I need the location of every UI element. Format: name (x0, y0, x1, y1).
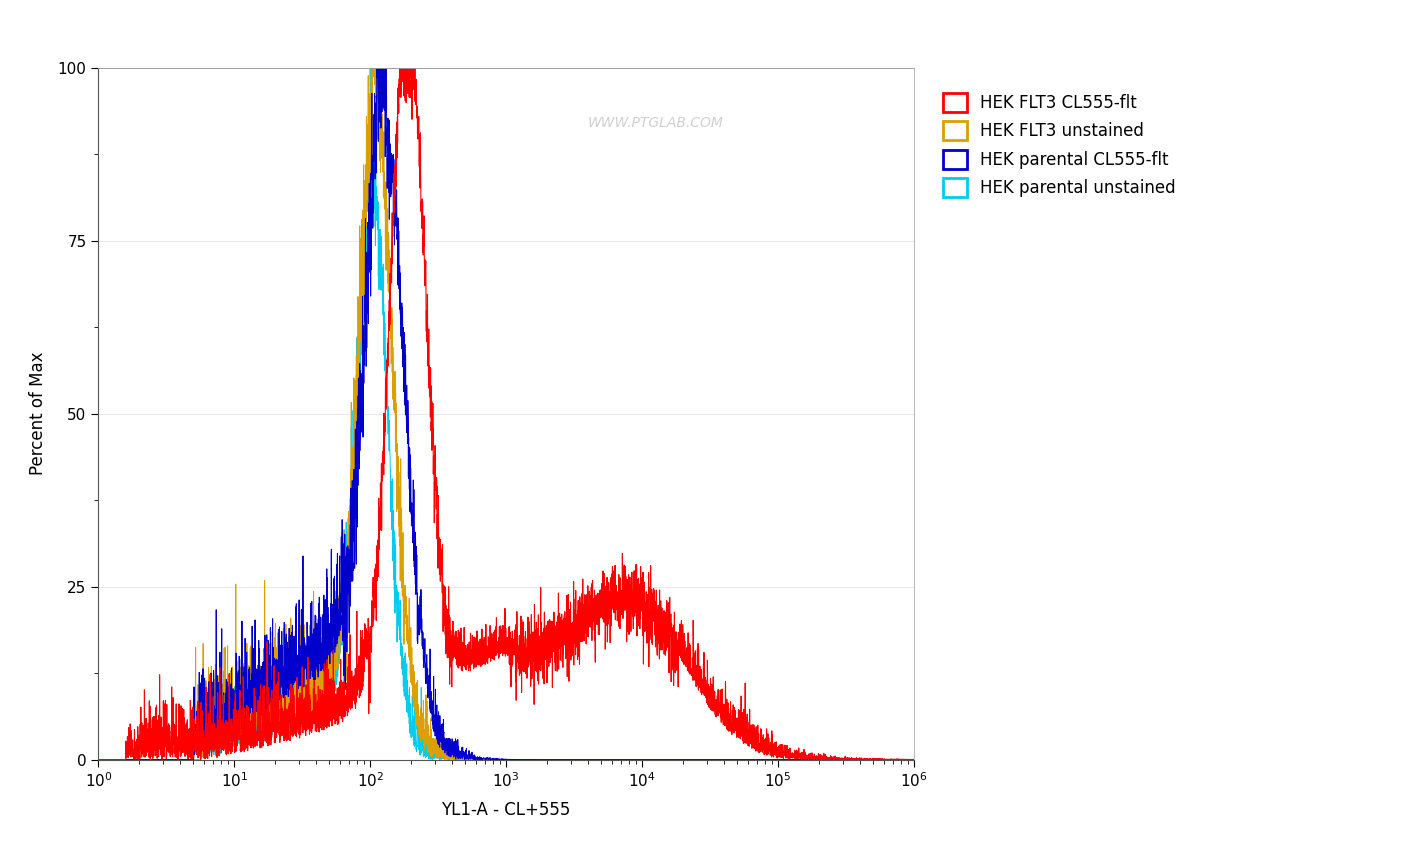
Text: WWW.PTGLAB.COM: WWW.PTGLAB.COM (588, 116, 724, 130)
X-axis label: YL1-A - CL+555: YL1-A - CL+555 (441, 801, 571, 820)
Legend: HEK FLT3 CL555-flt, HEK FLT3 unstained, HEK parental CL555-flt, HEK parental uns: HEK FLT3 CL555-flt, HEK FLT3 unstained, … (943, 93, 1175, 197)
Y-axis label: Percent of Max: Percent of Max (28, 352, 46, 475)
